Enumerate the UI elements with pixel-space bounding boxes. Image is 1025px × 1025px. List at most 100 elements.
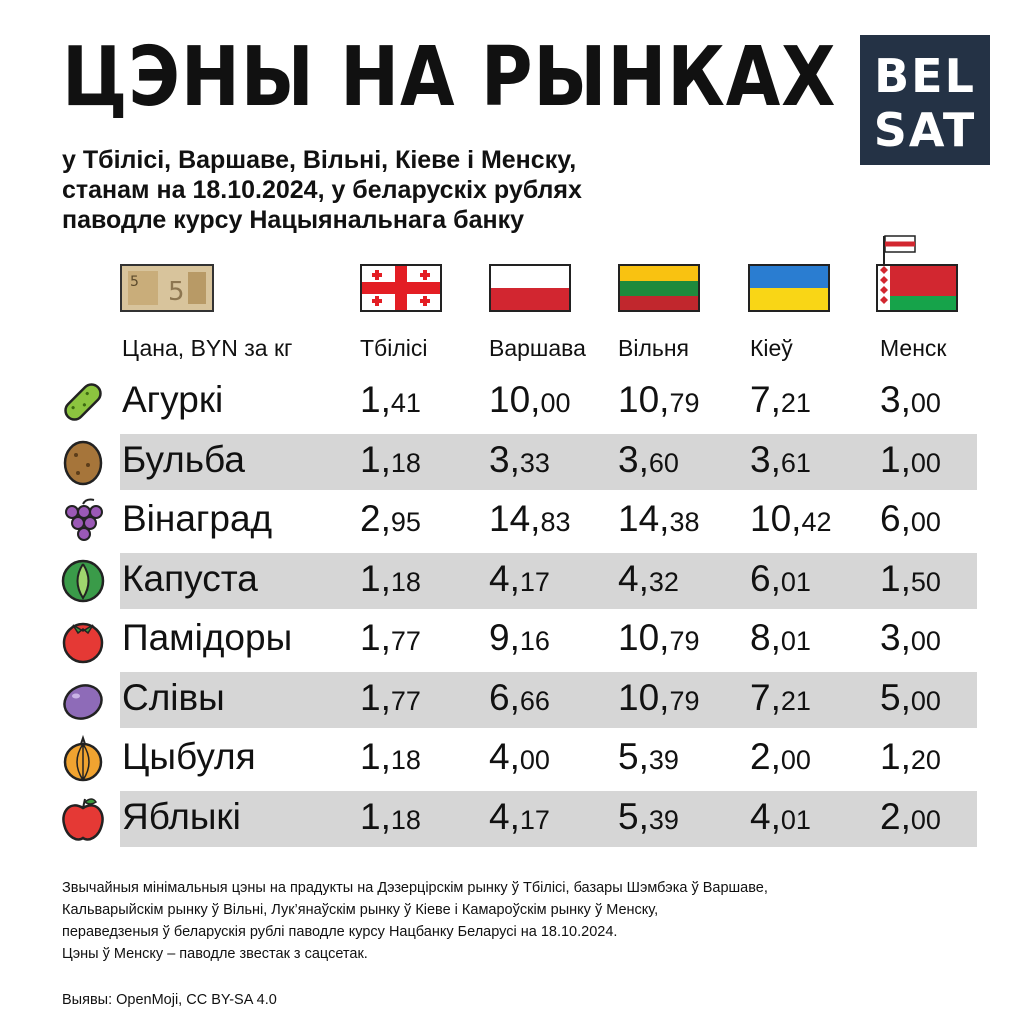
price-cell: 9,16 bbox=[489, 617, 550, 659]
column-header: Вільня bbox=[618, 335, 690, 361]
price-cell: 5,39 bbox=[618, 796, 679, 838]
table-row-stripe bbox=[120, 671, 977, 728]
apple-icon bbox=[58, 794, 108, 844]
price-cell: 7,21 bbox=[750, 677, 811, 719]
price-decimal: 00 bbox=[910, 804, 941, 835]
price-cell: 6,66 bbox=[489, 677, 550, 719]
price-decimal: 77 bbox=[390, 626, 421, 656]
price-integer: 4, bbox=[489, 795, 520, 837]
price-integer: 10, bbox=[618, 617, 670, 658]
product-name: Капуста bbox=[122, 557, 258, 599]
price-integer: 9, bbox=[489, 617, 520, 658]
svg-text:5: 5 bbox=[168, 277, 185, 307]
price-integer: 1, bbox=[880, 736, 911, 777]
price-cell: 3,33 bbox=[489, 439, 550, 481]
price-decimal: 18 bbox=[390, 804, 421, 835]
price-decimal: 79 bbox=[669, 388, 700, 418]
price-integer: 3, bbox=[880, 379, 911, 420]
price-integer: 7, bbox=[750, 379, 781, 420]
price-cell: 1,18 bbox=[360, 796, 421, 838]
price-decimal: 21 bbox=[780, 388, 811, 418]
price-integer: 6, bbox=[880, 498, 911, 539]
product-name: Памідоры bbox=[122, 617, 293, 658]
price-decimal: 00 bbox=[540, 388, 571, 418]
subtitle-line-1: у Тбілісі, Варшаве, Вільні, Кіеве і Менс… bbox=[62, 146, 577, 174]
price-cell: 1,41 bbox=[360, 379, 421, 421]
row-header-label: Цана, BYN за кг bbox=[122, 335, 293, 361]
price-integer: 10, bbox=[618, 379, 670, 420]
banknote-icon: 5 5 bbox=[120, 264, 214, 312]
price-decimal: 17 bbox=[519, 804, 550, 835]
price-decimal: 17 bbox=[519, 566, 550, 597]
poland-flag-icon bbox=[489, 264, 571, 312]
price-decimal: 83 bbox=[540, 507, 571, 537]
price-cell: 6,00 bbox=[880, 498, 941, 540]
price-integer: 2, bbox=[360, 498, 391, 539]
price-cell: 1,18 bbox=[360, 558, 421, 600]
price-decimal: 61 bbox=[780, 447, 811, 478]
ukraine-flag-icon bbox=[748, 264, 830, 312]
price-decimal: 01 bbox=[780, 566, 811, 597]
subtitle-line-2: станам на 18.10.2024, у беларускіх рубля… bbox=[62, 176, 582, 204]
potato-icon bbox=[58, 437, 108, 487]
price-decimal: 00 bbox=[910, 685, 941, 716]
svg-text:5: 5 bbox=[130, 274, 139, 290]
price-decimal: 00 bbox=[910, 507, 941, 537]
price-cell: 5,00 bbox=[880, 677, 941, 719]
product-name: Агуркі bbox=[122, 379, 224, 420]
logo-line-1: BEL bbox=[874, 49, 976, 103]
column-header: Тбілісі bbox=[360, 335, 428, 361]
price-cell: 5,39 bbox=[618, 736, 679, 778]
belarus-flag-icon bbox=[876, 264, 958, 312]
product-name: Вінаград bbox=[122, 498, 273, 539]
price-decimal: 18 bbox=[390, 745, 421, 775]
price-decimal: 79 bbox=[669, 685, 700, 716]
product-name: Яблыкі bbox=[122, 795, 241, 837]
price-decimal: 33 bbox=[519, 447, 550, 478]
price-decimal: 00 bbox=[780, 745, 811, 775]
price-cell: 14,38 bbox=[618, 498, 699, 540]
table-row-stripe bbox=[120, 790, 977, 847]
price-integer: 5, bbox=[880, 676, 911, 718]
georgia-flag-icon bbox=[360, 264, 442, 312]
price-integer: 2, bbox=[880, 795, 911, 837]
price-integer: 10, bbox=[489, 379, 541, 420]
footnote-line-4: Цэны ў Менску – паводле звестак з сацсет… bbox=[62, 946, 368, 962]
price-decimal: 79 bbox=[669, 626, 700, 656]
price-integer: 10, bbox=[750, 498, 802, 539]
price-integer: 3, bbox=[880, 617, 911, 658]
price-integer: 4, bbox=[489, 557, 520, 599]
price-integer: 2, bbox=[750, 736, 781, 777]
white-red-white-flag-icon bbox=[880, 232, 920, 264]
footnote-line-1: Звычайныя мінімальныя цэны на прадукты н… bbox=[62, 880, 768, 896]
price-integer: 8, bbox=[750, 617, 781, 658]
price-decimal: 60 bbox=[648, 447, 679, 478]
price-integer: 1, bbox=[360, 736, 391, 777]
price-integer: 1, bbox=[360, 676, 391, 718]
image-credit: Выявы: OpenMoji, CC BY-SA 4.0 bbox=[62, 992, 277, 1008]
price-cell: 10,79 bbox=[618, 379, 699, 421]
price-decimal: 32 bbox=[648, 566, 679, 597]
price-decimal: 20 bbox=[910, 745, 941, 775]
price-cell: 14,83 bbox=[489, 498, 570, 540]
table-row-stripe bbox=[120, 552, 977, 609]
price-cell: 8,01 bbox=[750, 617, 811, 659]
price-integer: 5, bbox=[618, 736, 649, 777]
price-cell: 10,79 bbox=[618, 617, 699, 659]
page-title: ЦЭНЫ НА РЫНКАХ bbox=[62, 30, 837, 125]
product-name: Цыбуля bbox=[122, 736, 256, 777]
belsat-logo: BEL SAT bbox=[860, 35, 990, 165]
price-cell: 1,18 bbox=[360, 439, 421, 481]
column-header: Кіеў bbox=[750, 335, 793, 361]
onion-icon bbox=[58, 734, 108, 784]
price-integer: 1, bbox=[360, 795, 391, 837]
price-decimal: 00 bbox=[910, 388, 941, 418]
price-cell: 6,01 bbox=[750, 558, 811, 600]
price-cell: 2,00 bbox=[880, 796, 941, 838]
price-decimal: 41 bbox=[390, 388, 421, 418]
price-cell: 2,95 bbox=[360, 498, 421, 540]
price-cell: 3,00 bbox=[880, 379, 941, 421]
price-integer: 7, bbox=[750, 676, 781, 718]
price-cell: 4,32 bbox=[618, 558, 679, 600]
price-decimal: 00 bbox=[910, 447, 941, 478]
